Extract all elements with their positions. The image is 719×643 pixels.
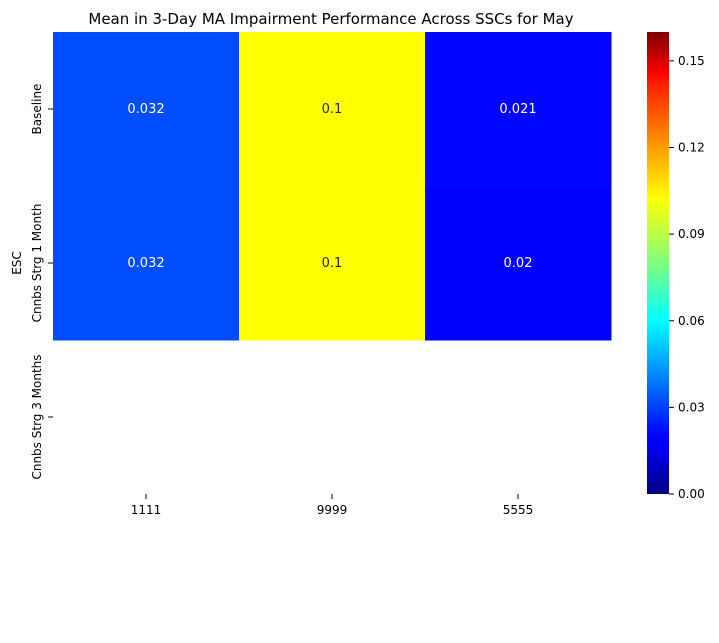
cell-value-label: 0.1 bbox=[322, 102, 343, 117]
colorbar-tick-label: 0.03 bbox=[678, 400, 705, 414]
heatmap-cell bbox=[53, 32, 240, 187]
x-axis: 1111 9999 5555 bbox=[131, 494, 534, 517]
colorbar-tick-label: 0.06 bbox=[678, 314, 705, 328]
heatmap-cell-labels: 0.032 0.1 0.021 0.032 0.1 0.02 bbox=[127, 102, 536, 271]
heatmap-cell bbox=[53, 186, 240, 341]
cell-value-label: 0.1 bbox=[322, 256, 343, 271]
cell-value-label: 0.032 bbox=[127, 102, 164, 117]
heatmap-cell bbox=[239, 32, 426, 187]
colorbar-tick-label: 0.00 bbox=[678, 487, 705, 501]
cell-value-label: 0.032 bbox=[127, 256, 164, 271]
x-tick-label: 1111 bbox=[131, 503, 162, 517]
colorbar-ticks: 0.00 0.03 0.06 0.09 0.12 0.15 bbox=[669, 54, 705, 501]
y-tick-label: Cnnbs Strg 1 Month bbox=[30, 204, 44, 323]
colorbar-tick-label: 0.09 bbox=[678, 227, 705, 241]
colorbar-tick-label: 0.12 bbox=[678, 141, 705, 155]
colorbar-gradient bbox=[647, 32, 669, 494]
y-tick-label: Cnnbs Strg 3 Months bbox=[30, 354, 44, 479]
x-tick-label: 5555 bbox=[503, 503, 534, 517]
y-axis: Baseline Cnnbs Strg 1 Month Cnnbs Strg 3 M… bbox=[30, 84, 53, 480]
colorbar-tick-label: 0.15 bbox=[678, 54, 705, 68]
heatmap-cells bbox=[53, 32, 612, 341]
y-tick-label: Baseline bbox=[30, 84, 44, 135]
x-tick-label: 9999 bbox=[317, 503, 348, 517]
colorbar: 0.00 0.03 0.06 0.09 0.12 0.15 bbox=[647, 32, 705, 501]
cell-value-label: 0.02 bbox=[504, 256, 533, 271]
heatmap-cell bbox=[425, 186, 612, 341]
chart-title: Mean in 3-Day MA Impairment Performance … bbox=[88, 10, 573, 28]
heatmap-cell bbox=[239, 186, 426, 341]
cell-value-label: 0.021 bbox=[499, 102, 536, 117]
heatmap-cell bbox=[425, 32, 612, 187]
y-axis-label: ESC bbox=[10, 251, 24, 275]
